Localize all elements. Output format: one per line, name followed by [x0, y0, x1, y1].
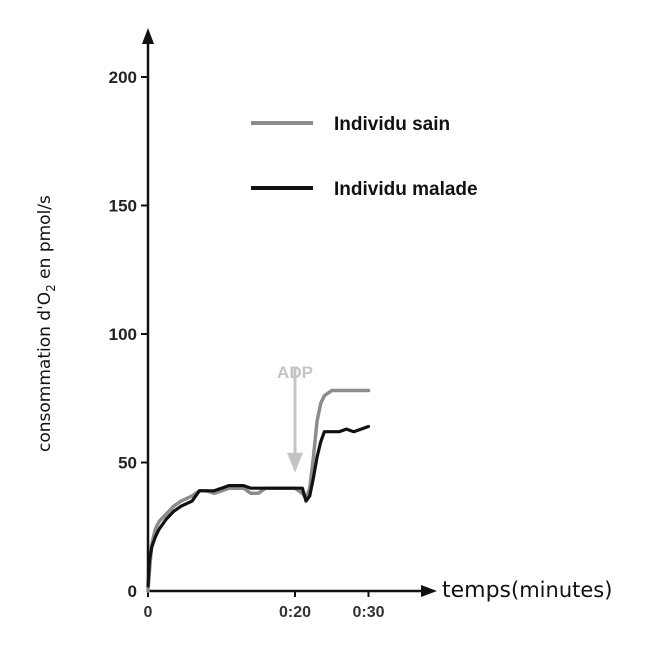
x-axis-label: temps(minutes) [442, 578, 612, 603]
legend-label-sain: Individu sain [334, 114, 450, 135]
y-tick-label: 0 [128, 582, 137, 601]
y-tick-label: 100 [109, 325, 137, 344]
x-axis [148, 585, 437, 597]
x-tick-label: 0 [144, 604, 153, 621]
x-ticks: 0 0:20 0:30 [144, 591, 385, 621]
x-axis-arrowhead [421, 585, 437, 597]
y-ticks: 0 50 100 150 200 [109, 68, 148, 601]
series-line-malade [146, 424, 371, 588]
x-tick-label: 0:20 [279, 604, 311, 621]
y-tick-label: 50 [118, 454, 137, 473]
y-axis-label: consommation d'O2 en pmol/s [35, 195, 58, 452]
y-axis [142, 28, 154, 591]
series-line-sain [146, 388, 371, 593]
y-axis-arrowhead [142, 28, 154, 44]
y-tick-label: 200 [109, 68, 137, 87]
adp-annotation: ADP [277, 363, 313, 473]
x-tick-label: 0:30 [352, 604, 384, 621]
legend: Individu sain Individu malade [251, 114, 478, 200]
adp-arrowhead [287, 452, 303, 473]
y-tick-label: 150 [109, 197, 137, 216]
series-lines [146, 388, 371, 593]
legend-label-malade: Individu malade [334, 179, 478, 200]
